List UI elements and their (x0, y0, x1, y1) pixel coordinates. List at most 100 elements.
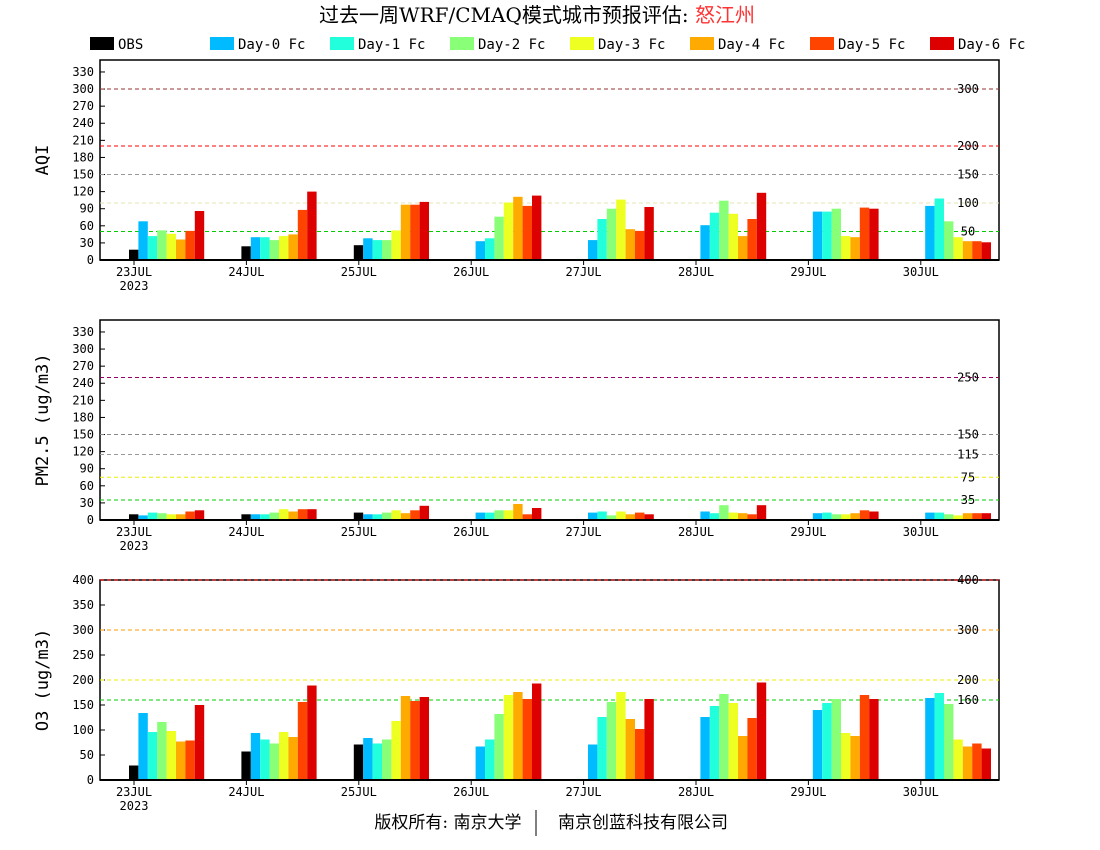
x-tick-label: 25JUL (341, 525, 377, 539)
bar-day-2-fc (382, 240, 392, 260)
bar-day-5-fc (972, 743, 982, 780)
bar-day-6-fc (644, 514, 654, 520)
bar-day-3-fc (391, 230, 401, 260)
bar-day-0-fc (588, 240, 598, 260)
x-tick-label: 29JUL (790, 785, 826, 799)
bar-day-1-fc (709, 212, 720, 260)
x-tick-label: 28JUL (678, 525, 714, 539)
bar-day-4-fc (176, 239, 186, 260)
legend-swatch (570, 37, 594, 50)
plot-frame (99, 319, 1000, 521)
y-tick-label: 50 (80, 748, 94, 762)
bar-day-3-fc (953, 515, 963, 520)
bar-day-5-fc (522, 205, 532, 260)
bar-day-0-fc (925, 698, 935, 780)
threshold-label: 300 (957, 82, 979, 96)
bar-day-0-fc (700, 225, 710, 260)
y-tick-label: 240 (72, 376, 94, 390)
y-tick-label: 300 (72, 82, 94, 96)
bar-day-2-fc (944, 221, 954, 260)
bar-day-1-fc (372, 743, 382, 780)
y-tick-label: 330 (72, 65, 94, 79)
title-city: 怒江州 (695, 3, 755, 27)
bar-day-5-fc (972, 241, 982, 260)
bar-day-0-fc (363, 514, 373, 520)
bar-day-2-fc (606, 515, 617, 520)
bar-day-6-fc (981, 242, 991, 260)
bar-obs (129, 514, 139, 520)
threshold-label: 250 (957, 371, 979, 385)
x-tick-label: 26JUL (453, 525, 489, 539)
bar-day-4-fc (738, 736, 748, 780)
bar-day-0-fc (475, 746, 485, 780)
bar-day-6-fc (194, 510, 205, 520)
bar-day-2-fc (382, 512, 392, 520)
y-tick-label: 200 (72, 673, 94, 687)
legend-label: Day-3 Fc (598, 37, 665, 53)
bar-day-4-fc (962, 746, 973, 780)
x-year-label: 2023 (120, 539, 149, 553)
bar-day-6-fc (194, 705, 205, 780)
bar-day-3-fc (728, 512, 738, 520)
bar-day-0-fc (138, 515, 148, 520)
x-tick-label: 24JUL (228, 265, 264, 279)
x-tick-label: 25JUL (341, 265, 377, 279)
bar-day-3-fc (166, 514, 176, 520)
bar-day-1-fc (260, 739, 270, 780)
bar-day-2-fc (269, 512, 279, 520)
bar-day-3-fc (616, 199, 626, 260)
bar-day-2-fc (944, 514, 954, 520)
y-tick-label: 150 (72, 428, 94, 442)
bar-day-3-fc (166, 731, 176, 780)
legend-label: OBS (118, 37, 143, 53)
y-tick-label: 30 (80, 236, 94, 250)
bar-day-5-fc (185, 511, 195, 520)
x-tick-label: 23JUL (116, 525, 152, 539)
bar-day-1-fc (934, 693, 944, 780)
y-tick-label: 300 (72, 342, 94, 356)
bar-day-1-fc (934, 198, 944, 260)
y-axis-label: AQI (33, 145, 53, 176)
bar-day-6-fc (644, 207, 654, 260)
legend-label: Day-5 Fc (838, 37, 905, 53)
bar-day-1-fc (260, 514, 270, 520)
bar-day-3-fc (166, 233, 176, 260)
bar-day-0-fc (700, 717, 710, 780)
legend-swatch (930, 37, 954, 50)
y-tick-label: 400 (72, 573, 94, 587)
threshold-label: 200 (957, 139, 979, 153)
y-axis-label: PM2.5 (ug/m3) (33, 353, 53, 486)
legend-label: Day-2 Fc (478, 37, 545, 53)
bar-day-4-fc (288, 737, 298, 780)
chart-title: 过去一周WRF/CMAQ模式城市预报评估: 怒江州 (319, 3, 755, 27)
threshold-label: 35 (961, 493, 975, 507)
bar-day-3-fc (391, 721, 401, 780)
bar-day-1-fc (822, 703, 832, 780)
bar-day-4-fc (962, 241, 973, 260)
legend-label: Day-4 Fc (718, 37, 785, 53)
bar-day-5-fc (522, 514, 532, 520)
bar-day-2-fc (831, 514, 841, 520)
legend-swatch (810, 37, 834, 50)
bar-day-5-fc (972, 513, 982, 520)
bar-day-3-fc (503, 695, 514, 780)
y-tick-label: 90 (80, 202, 94, 216)
bar-day-3-fc (279, 509, 289, 520)
bar-day-2-fc (494, 714, 504, 780)
threshold-label: 50 (961, 225, 975, 239)
bar-day-5-fc (859, 510, 870, 520)
legend: OBS Day-0 Fc Day-1 Fc Day-2 Fc Day-3 Fc Day-4… (90, 37, 1025, 53)
bar-obs (241, 751, 251, 780)
bar-day-4-fc (400, 204, 411, 260)
bar-day-5-fc (297, 702, 308, 780)
bar-day-0-fc (250, 514, 261, 520)
x-tick-label: 26JUL (453, 265, 489, 279)
bar-day-0-fc (588, 744, 598, 780)
bar-day-3-fc (616, 692, 626, 780)
bar-day-4-fc (513, 692, 523, 780)
bar-obs (241, 246, 251, 260)
y-tick-label: 150 (72, 698, 94, 712)
y-tick-label: 330 (72, 325, 94, 339)
y-tick-label: 0 (87, 253, 94, 267)
bar-day-1-fc (147, 732, 158, 780)
